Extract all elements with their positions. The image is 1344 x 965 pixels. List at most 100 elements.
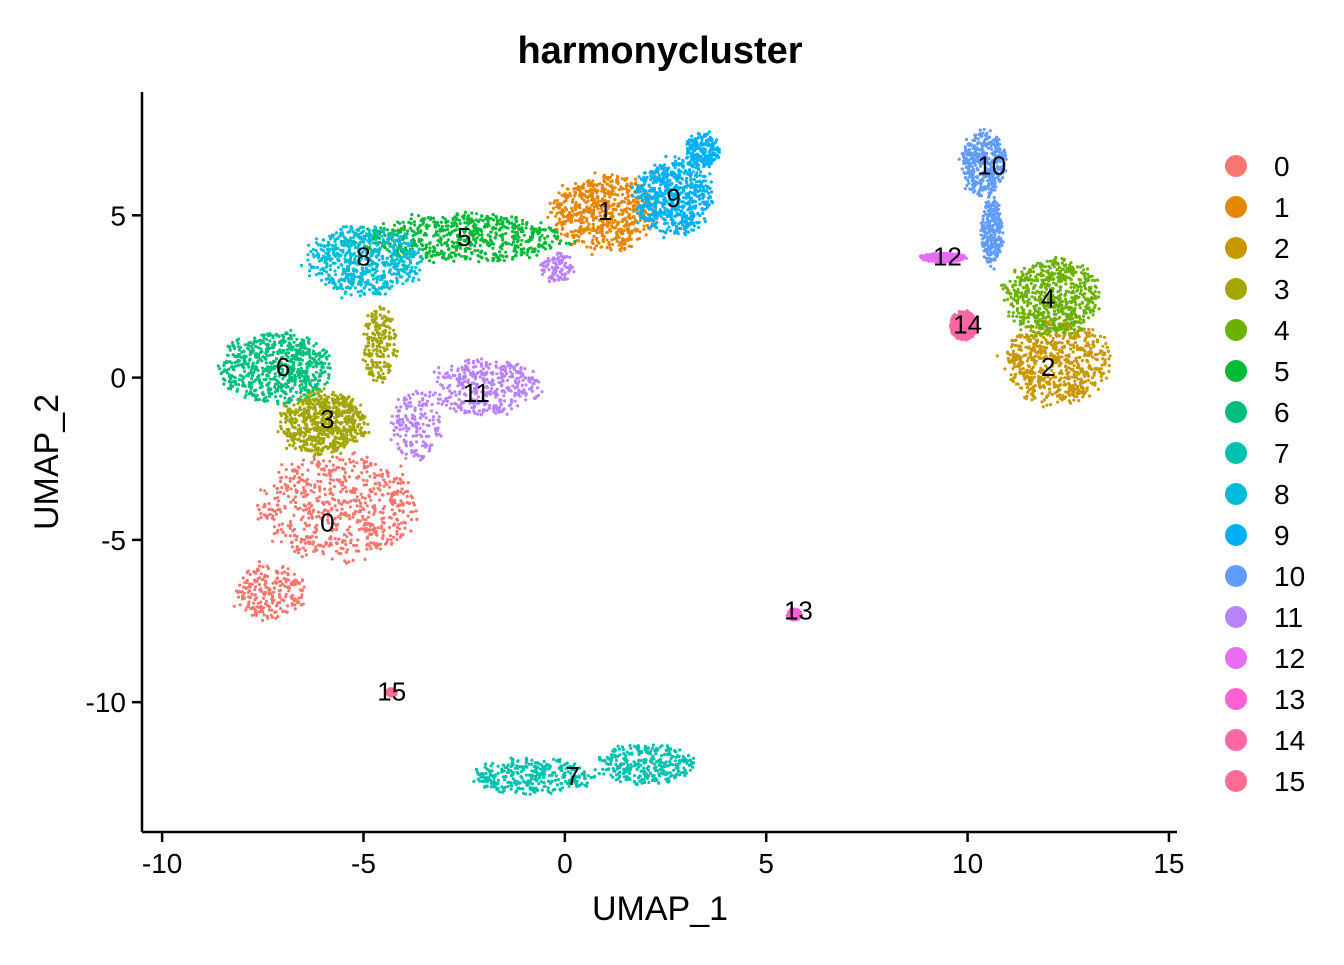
point	[271, 539, 275, 543]
point	[1075, 289, 1079, 293]
point	[401, 510, 405, 514]
point	[1064, 282, 1068, 286]
point	[292, 441, 296, 445]
point	[349, 533, 353, 537]
point	[299, 491, 304, 495]
point	[253, 593, 257, 597]
point	[1103, 362, 1107, 366]
point	[590, 240, 594, 244]
point	[299, 540, 303, 544]
point	[293, 446, 297, 451]
point	[1051, 326, 1055, 330]
point	[367, 494, 371, 498]
point	[1007, 359, 1011, 363]
point	[399, 464, 403, 468]
point	[379, 339, 383, 343]
point	[243, 355, 247, 359]
point	[308, 354, 312, 358]
point	[327, 544, 331, 548]
point	[394, 354, 398, 358]
point	[1083, 339, 1087, 343]
point	[567, 210, 572, 215]
point	[371, 374, 375, 378]
point	[302, 409, 306, 413]
point	[301, 458, 305, 462]
point	[1072, 285, 1076, 289]
point	[427, 242, 432, 246]
point	[1067, 399, 1071, 403]
point	[1040, 326, 1044, 330]
point	[252, 570, 256, 574]
point	[556, 234, 560, 238]
point	[321, 550, 325, 554]
point	[1053, 318, 1057, 322]
point	[327, 373, 331, 377]
point	[282, 492, 286, 496]
point	[1060, 355, 1064, 359]
point	[341, 409, 345, 413]
point	[560, 211, 565, 215]
point	[301, 379, 305, 383]
point	[478, 243, 482, 247]
point	[298, 581, 302, 585]
point	[615, 174, 620, 179]
point	[1080, 327, 1084, 331]
point	[406, 229, 410, 233]
point	[1087, 327, 1091, 331]
point	[392, 348, 396, 352]
point	[248, 385, 252, 389]
point	[626, 191, 630, 195]
point	[250, 606, 254, 610]
point	[299, 352, 303, 356]
point	[613, 219, 618, 223]
point	[368, 372, 373, 376]
point	[335, 455, 339, 460]
point	[388, 498, 392, 503]
point	[1100, 378, 1104, 383]
point	[395, 525, 399, 529]
point	[393, 229, 397, 233]
point	[384, 329, 388, 333]
point	[268, 353, 272, 357]
point	[368, 488, 372, 492]
point	[504, 255, 509, 259]
point	[480, 256, 484, 260]
point	[1088, 351, 1092, 355]
point	[1015, 308, 1019, 312]
point	[335, 541, 339, 545]
point	[1072, 394, 1076, 398]
point	[252, 578, 257, 582]
point	[309, 448, 314, 452]
point	[235, 359, 240, 364]
point	[609, 229, 613, 233]
point	[435, 243, 440, 247]
point	[567, 215, 571, 220]
point	[317, 357, 321, 361]
point	[300, 373, 304, 377]
point	[268, 512, 272, 517]
point	[1064, 297, 1068, 301]
point	[343, 476, 347, 481]
point	[499, 244, 503, 248]
point	[259, 515, 263, 520]
point	[1075, 395, 1079, 399]
point	[1066, 359, 1070, 363]
point	[557, 202, 562, 206]
point	[592, 208, 596, 212]
point	[389, 336, 393, 340]
point	[295, 534, 299, 539]
point	[275, 487, 279, 491]
point	[633, 220, 637, 224]
point	[1095, 278, 1100, 282]
point	[330, 529, 334, 533]
point	[253, 588, 257, 592]
point	[635, 228, 640, 232]
point	[1081, 281, 1085, 285]
point	[631, 209, 635, 213]
point	[378, 547, 383, 551]
point	[1022, 371, 1026, 375]
point	[327, 472, 331, 476]
point	[306, 360, 310, 364]
point	[380, 472, 385, 476]
point	[392, 492, 396, 497]
